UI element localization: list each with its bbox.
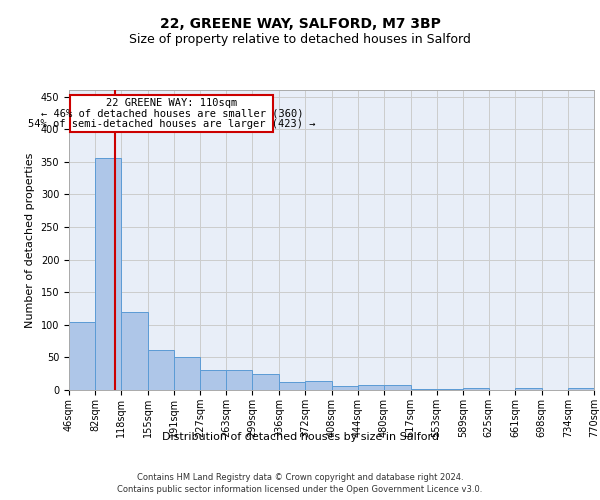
- Bar: [568, 388, 594, 390]
- Text: Contains public sector information licensed under the Open Government Licence v3: Contains public sector information licen…: [118, 485, 482, 494]
- Bar: [174, 358, 200, 390]
- Text: Contains HM Land Registry data © Crown copyright and database right 2024.: Contains HM Land Registry data © Crown c…: [137, 472, 463, 482]
- Bar: [358, 386, 384, 390]
- Text: 22 GREENE WAY: 110sqm: 22 GREENE WAY: 110sqm: [106, 98, 238, 108]
- Bar: [305, 381, 331, 390]
- Bar: [148, 350, 174, 390]
- Bar: [331, 386, 358, 390]
- Bar: [253, 374, 279, 390]
- Text: Size of property relative to detached houses in Salford: Size of property relative to detached ho…: [129, 32, 471, 46]
- Bar: [69, 322, 95, 390]
- Y-axis label: Number of detached properties: Number of detached properties: [25, 152, 35, 328]
- Text: Distribution of detached houses by size in Salford: Distribution of detached houses by size …: [161, 432, 439, 442]
- FancyBboxPatch shape: [70, 95, 274, 132]
- Bar: [226, 370, 253, 390]
- Text: ← 46% of detached houses are smaller (360): ← 46% of detached houses are smaller (36…: [41, 108, 303, 118]
- Bar: [95, 158, 121, 390]
- Bar: [515, 388, 542, 390]
- Bar: [384, 386, 410, 390]
- Bar: [121, 312, 148, 390]
- Bar: [200, 370, 226, 390]
- Bar: [279, 382, 305, 390]
- Bar: [463, 388, 489, 390]
- Text: 22, GREENE WAY, SALFORD, M7 3BP: 22, GREENE WAY, SALFORD, M7 3BP: [160, 18, 440, 32]
- Text: 54% of semi-detached houses are larger (423) →: 54% of semi-detached houses are larger (…: [28, 118, 316, 128]
